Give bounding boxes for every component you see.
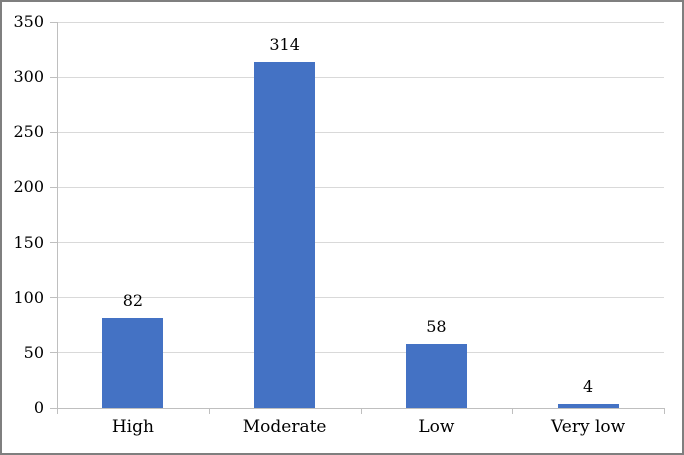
bar-data-label: 314 xyxy=(269,34,300,54)
y-tick-mark xyxy=(50,242,57,244)
x-axis-category-label: High xyxy=(111,417,154,437)
y-tick-mark xyxy=(50,186,57,188)
y-axis-tick-label: 0 xyxy=(33,398,44,417)
bar-data-label: 58 xyxy=(426,317,447,337)
x-axis-category-label: Moderate xyxy=(242,417,327,437)
y-tick-mark xyxy=(50,21,57,23)
y-tick-mark xyxy=(50,76,57,78)
y-axis-tick-label: 50 xyxy=(23,342,44,362)
bar-data-label: 4 xyxy=(583,376,594,396)
y-axis-tick-label: 100 xyxy=(13,287,44,307)
x-tick-mark xyxy=(664,408,665,414)
x-tick-mark xyxy=(208,408,210,414)
y-axis-tick-label: 250 xyxy=(13,122,44,142)
y-tick-mark xyxy=(50,352,57,354)
gridline xyxy=(57,242,664,244)
y-axis-tick-label: 200 xyxy=(13,177,44,197)
bar xyxy=(557,403,619,408)
bar xyxy=(405,344,467,408)
gridline xyxy=(57,76,664,78)
gridline xyxy=(57,297,664,299)
y-tick-mark xyxy=(50,297,57,299)
x-tick-mark xyxy=(512,408,514,414)
x-tick-mark xyxy=(57,408,58,414)
bar-data-label: 82 xyxy=(122,290,144,310)
bar xyxy=(102,317,164,408)
y-axis-tick-label: 300 xyxy=(13,67,44,87)
x-tick-mark xyxy=(360,408,362,414)
bar xyxy=(254,61,316,408)
y-axis-line xyxy=(57,22,58,409)
gridline xyxy=(57,352,664,354)
gridline xyxy=(57,21,664,23)
gridline xyxy=(57,131,664,133)
gridline xyxy=(57,186,664,188)
x-axis-category-label: Very low xyxy=(551,417,626,437)
y-axis-tick-label: 350 xyxy=(13,12,44,31)
y-tick-mark xyxy=(50,131,57,133)
x-axis-category-label: Low xyxy=(418,417,455,437)
y-tick-mark xyxy=(50,407,57,409)
y-axis-tick-label: 150 xyxy=(13,232,44,252)
